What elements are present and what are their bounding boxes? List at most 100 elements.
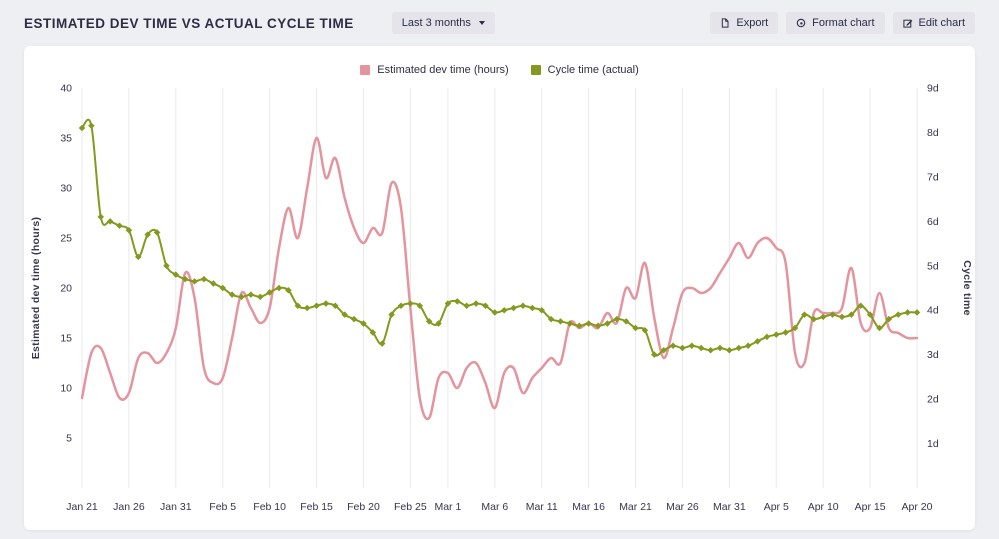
header-actions: Export Format chart Edit chart bbox=[710, 12, 975, 34]
series-marker bbox=[829, 311, 836, 318]
series-marker bbox=[454, 298, 461, 305]
series-marker bbox=[153, 229, 161, 236]
export-button[interactable]: Export bbox=[710, 12, 779, 34]
series-marker bbox=[275, 284, 283, 292]
series-marker bbox=[529, 304, 536, 312]
x-tick-label: Feb 25 bbox=[394, 501, 427, 513]
left-tick-label: 10 bbox=[60, 383, 72, 395]
series-marker bbox=[838, 313, 846, 321]
x-tick-label: Mar 21 bbox=[619, 501, 652, 513]
left-axis-title: Estimated dev time (hours) bbox=[30, 217, 42, 360]
series-marker bbox=[679, 344, 686, 352]
series-marker bbox=[744, 342, 752, 350]
series-marker bbox=[491, 309, 499, 316]
format-chart-icon bbox=[796, 18, 806, 28]
legend-label: Cycle time (actual) bbox=[547, 63, 639, 76]
series-marker bbox=[735, 344, 742, 352]
series-marker bbox=[78, 124, 86, 132]
series-marker bbox=[538, 306, 545, 314]
edit-chart-button[interactable]: Edit chart bbox=[892, 12, 975, 34]
x-tick-label: Mar 16 bbox=[572, 501, 605, 513]
legend-item-cycle[interactable]: Cycle time (actual) bbox=[530, 63, 639, 76]
series-marker bbox=[716, 344, 724, 352]
series-marker bbox=[876, 324, 883, 332]
series-marker bbox=[810, 315, 818, 323]
series-marker bbox=[697, 344, 705, 352]
series-marker bbox=[669, 342, 677, 350]
right-tick-label: 2d bbox=[927, 394, 939, 406]
series-marker bbox=[163, 262, 170, 270]
series-marker bbox=[904, 309, 911, 316]
series-marker bbox=[341, 311, 348, 318]
series-marker bbox=[660, 346, 667, 354]
x-tick-label: Mar 31 bbox=[713, 501, 746, 513]
left-tick-label: 30 bbox=[60, 183, 72, 195]
series-marker bbox=[332, 302, 339, 310]
right-axis-title: Cycle time bbox=[961, 260, 973, 316]
series-marker bbox=[388, 311, 395, 318]
right-tick-label: 6d bbox=[927, 216, 939, 228]
legend-item-estimated[interactable]: Estimated dev time (hours) bbox=[360, 64, 509, 76]
export-icon bbox=[720, 18, 730, 28]
right-tick-label: 4d bbox=[927, 305, 939, 317]
series-marker bbox=[557, 318, 564, 325]
page-title: ESTIMATED DEV TIME VS ACTUAL CYCLE TIME bbox=[24, 15, 354, 31]
left-tick-label: 25 bbox=[60, 233, 72, 245]
series-marker bbox=[266, 289, 273, 296]
right-tick-label: 9d bbox=[927, 83, 939, 95]
edit-chart-icon bbox=[902, 18, 913, 28]
series-marker bbox=[416, 302, 424, 310]
series-marker bbox=[247, 291, 255, 298]
date-range-value: Last 3 months bbox=[401, 17, 471, 29]
right-tick-label: 1d bbox=[927, 438, 939, 450]
format-chart-button-label: Format chart bbox=[812, 17, 875, 29]
right-tick-label: 7d bbox=[927, 171, 939, 183]
series-marker bbox=[407, 300, 414, 307]
x-tick-label: Mar 1 bbox=[434, 501, 461, 513]
right-tick-label: 3d bbox=[927, 349, 939, 361]
series-marker bbox=[763, 333, 771, 341]
series-marker bbox=[285, 286, 292, 294]
series-line-0 bbox=[80, 136, 919, 421]
series-marker bbox=[651, 351, 658, 358]
x-tick-label: Mar 26 bbox=[666, 501, 699, 513]
series-marker bbox=[754, 338, 761, 345]
series-marker bbox=[228, 291, 236, 298]
series-marker bbox=[444, 300, 452, 307]
date-range-dropdown[interactable]: Last 3 months bbox=[391, 12, 495, 34]
series-marker bbox=[303, 304, 311, 312]
series-marker bbox=[463, 302, 470, 310]
legend-swatch bbox=[360, 64, 371, 75]
series-marker bbox=[425, 318, 433, 325]
series-marker bbox=[688, 342, 696, 350]
series-marker bbox=[200, 275, 208, 283]
x-tick-label: Mar 6 bbox=[481, 501, 508, 513]
series-marker bbox=[116, 222, 123, 230]
x-tick-label: Apr 15 bbox=[855, 501, 886, 513]
format-chart-button[interactable]: Format chart bbox=[786, 12, 885, 34]
x-tick-label: Feb 15 bbox=[300, 501, 333, 513]
series-marker bbox=[472, 300, 480, 307]
x-tick-label: Feb 10 bbox=[253, 501, 286, 513]
chart-svg[interactable]: Jan 21 Jan 26 Jan 31 Feb 5 Feb 10 Feb 15 Feb 2… bbox=[24, 80, 975, 526]
series-marker bbox=[575, 322, 583, 330]
series-marker bbox=[894, 311, 902, 318]
x-tick-label: Jan 31 bbox=[160, 501, 192, 513]
chart-legend: Estimated dev time (hours) Cycle time (a… bbox=[24, 46, 975, 80]
series-marker bbox=[313, 302, 320, 310]
series-marker bbox=[397, 302, 405, 310]
series-marker bbox=[585, 320, 592, 327]
series-marker bbox=[210, 280, 217, 287]
x-tick-label: Mar 11 bbox=[526, 501, 558, 513]
series-marker bbox=[848, 311, 855, 318]
series-marker bbox=[435, 320, 442, 327]
series-marker bbox=[726, 346, 733, 354]
series-marker bbox=[632, 324, 639, 332]
series-marker bbox=[547, 315, 555, 323]
right-tick-label: 8d bbox=[927, 127, 939, 139]
series-marker bbox=[819, 313, 827, 321]
left-tick-label: 15 bbox=[60, 333, 72, 345]
series-marker bbox=[181, 275, 189, 283]
x-tick-label: Jan 26 bbox=[113, 501, 145, 513]
series-marker bbox=[135, 253, 142, 261]
